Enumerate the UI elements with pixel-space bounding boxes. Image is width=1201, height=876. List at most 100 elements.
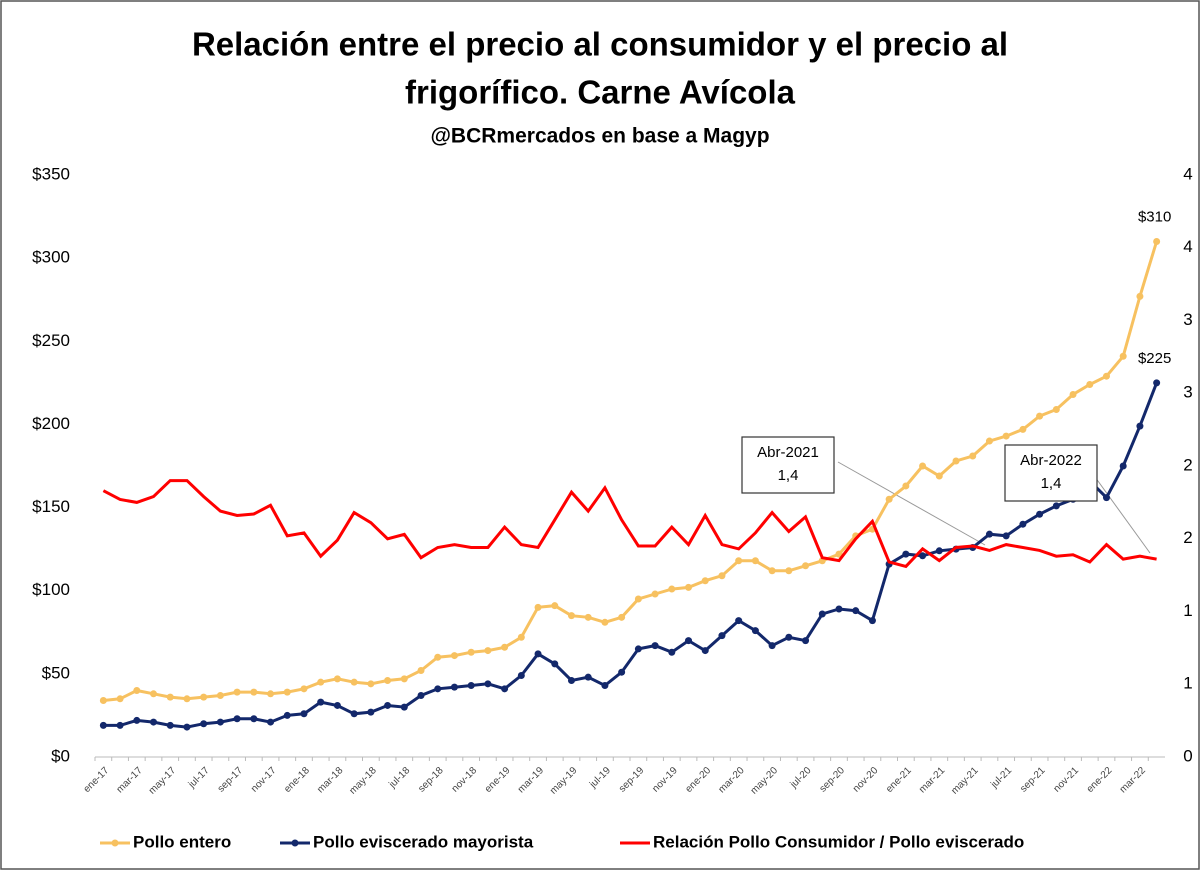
point (283, 688, 291, 696)
point (183, 695, 191, 703)
point (601, 681, 609, 689)
point (651, 642, 659, 650)
point (484, 647, 492, 655)
point (868, 617, 876, 625)
point (133, 686, 141, 694)
point (183, 723, 191, 731)
point (534, 603, 542, 611)
annotation-label: Abr-2022 (1020, 452, 1082, 469)
point (567, 612, 575, 620)
point (551, 602, 559, 610)
point (919, 462, 927, 470)
point (350, 710, 358, 718)
point (99, 696, 107, 704)
point (150, 690, 158, 698)
leader-line (1089, 469, 1151, 554)
y2-tick-label: 1 (1183, 601, 1192, 620)
legend-label: Pollo entero (133, 832, 231, 851)
point (1119, 462, 1127, 470)
y2-tick-label: 0 (1183, 746, 1192, 765)
annotation-box (1004, 444, 1098, 502)
point (116, 721, 124, 729)
point (1069, 390, 1077, 398)
y2-tick-label: 4 (1183, 237, 1192, 256)
legend-label: Pollo eviscerado mayorista (313, 832, 534, 851)
point (99, 721, 107, 729)
legend-marker (111, 839, 119, 847)
y2-tick-label: 1 (1183, 674, 1192, 693)
point (1052, 405, 1060, 413)
point (317, 678, 325, 686)
series-line (103, 382, 1158, 729)
point (333, 701, 341, 709)
series-line (102, 479, 1157, 569)
point (802, 562, 810, 570)
data-label: $225 (1138, 350, 1171, 367)
point (1119, 352, 1127, 360)
point (450, 652, 458, 660)
point (200, 693, 208, 701)
point (501, 685, 509, 693)
point (1136, 422, 1144, 430)
point (551, 660, 559, 668)
y2-tick-label: 3 (1183, 383, 1192, 402)
chart-title: Relación entre el precio al consumidor y… (192, 26, 1008, 63)
point (350, 678, 358, 686)
point (166, 693, 174, 701)
data-label: $310 (1138, 208, 1171, 225)
chart-subtitle: @BCRmercados en base a Magyp (430, 125, 769, 148)
point (768, 642, 776, 650)
point (434, 653, 442, 661)
point (517, 672, 525, 680)
y-tick-label: $250 (32, 331, 70, 350)
point (985, 530, 993, 538)
annotation-box (741, 436, 835, 494)
point (685, 583, 693, 591)
point (1102, 372, 1110, 380)
point (333, 675, 341, 683)
point (133, 716, 141, 724)
point (618, 613, 626, 621)
y-tick-label: $150 (32, 497, 70, 516)
legend-marker (291, 839, 299, 847)
point (216, 718, 224, 726)
point (1019, 520, 1027, 528)
point (1136, 292, 1144, 300)
point (952, 457, 960, 465)
point (233, 715, 241, 723)
point (985, 437, 993, 445)
y-tick-label: $200 (32, 414, 70, 433)
point (484, 680, 492, 688)
point (1086, 381, 1094, 389)
point (400, 703, 408, 711)
y-tick-label: $0 (51, 746, 70, 765)
point (1052, 502, 1060, 510)
point (384, 701, 392, 709)
y2-tick-label: 4 (1183, 164, 1192, 183)
point (250, 715, 258, 723)
point (384, 677, 392, 685)
point (768, 567, 776, 575)
point (216, 691, 224, 699)
point (701, 577, 709, 585)
point (150, 718, 158, 726)
point (267, 718, 275, 726)
point (517, 633, 525, 641)
point (969, 452, 977, 460)
point (1019, 425, 1027, 433)
point (300, 710, 308, 718)
chart-title: frigorífico. Carne Avícola (405, 74, 796, 111)
point (166, 721, 174, 729)
annotation-value: 1,4 (1041, 475, 1062, 492)
point (902, 550, 910, 558)
point (718, 572, 726, 580)
point (267, 690, 275, 698)
point (668, 648, 676, 656)
series-line (103, 241, 1159, 702)
point (417, 667, 425, 675)
point (634, 645, 642, 653)
point (818, 610, 826, 618)
point (601, 618, 609, 626)
point (534, 650, 542, 658)
